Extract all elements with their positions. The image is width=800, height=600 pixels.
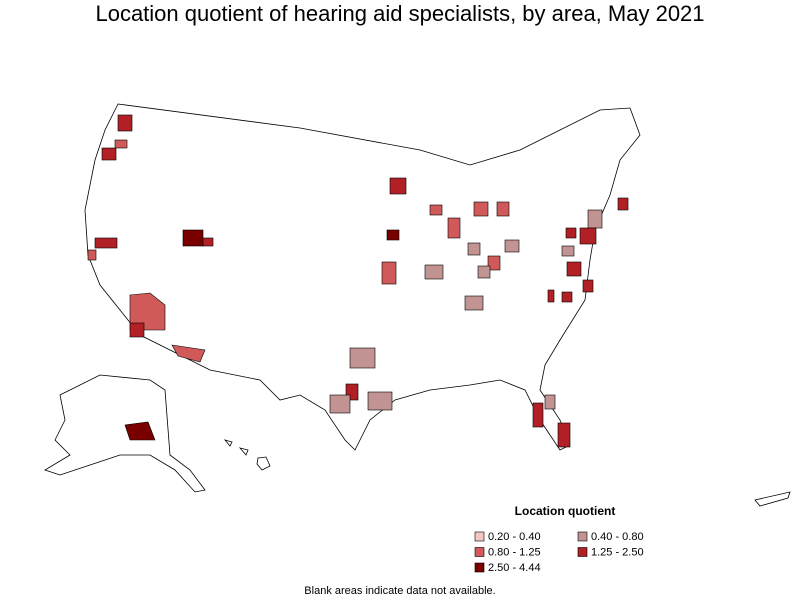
area	[87, 249, 97, 261]
area	[467, 242, 481, 256]
area	[561, 245, 575, 257]
area	[464, 295, 484, 311]
highlighted-areas	[87, 114, 629, 448]
legend-swatch	[474, 531, 485, 542]
territory	[754, 491, 791, 507]
legend-label: 1.25 - 2.50	[591, 546, 644, 558]
legend: Location quotient 0.20 - 0.40 0.40 - 0.80…	[474, 504, 644, 574]
legend-items: 0.20 - 0.40 0.40 - 0.80 0.80 - 1.25 1.25 - …	[474, 531, 644, 574]
area	[447, 217, 461, 239]
area	[547, 289, 555, 303]
area	[182, 229, 204, 247]
area	[349, 347, 376, 369]
area	[381, 261, 397, 285]
area	[429, 204, 443, 216]
alaska	[44, 374, 206, 493]
area	[129, 322, 145, 338]
area	[532, 402, 544, 428]
area	[496, 201, 510, 217]
legend-swatch	[474, 547, 485, 557]
hawaii	[223, 439, 271, 471]
legend-label: 0.20 - 0.40	[488, 531, 541, 543]
area	[477, 265, 491, 279]
area	[504, 239, 520, 253]
area	[94, 237, 118, 249]
area	[424, 264, 444, 280]
area	[587, 209, 603, 229]
area	[367, 391, 393, 411]
legend-label: 0.40 - 0.80	[591, 531, 644, 543]
area	[114, 139, 128, 149]
area	[561, 291, 573, 303]
area	[124, 421, 156, 441]
area	[579, 227, 597, 245]
area	[117, 114, 133, 132]
footnote: Blank areas indicate data not available.	[304, 585, 495, 597]
area	[565, 227, 577, 239]
legend-label: 0.80 - 1.25	[488, 546, 541, 558]
contiguous-us	[84, 103, 641, 451]
area	[386, 229, 400, 241]
legend-swatch	[577, 531, 588, 542]
area	[101, 147, 117, 161]
area	[487, 255, 501, 271]
area	[329, 394, 351, 414]
map-title: Location quotient of hearing aid special…	[95, 1, 704, 26]
area	[389, 177, 407, 195]
area	[566, 261, 582, 277]
area	[617, 197, 629, 211]
area	[171, 344, 206, 363]
legend-swatch	[577, 547, 588, 557]
area	[202, 237, 214, 247]
area	[557, 422, 571, 448]
legend-swatch	[474, 562, 485, 573]
area	[473, 201, 489, 217]
area	[544, 394, 556, 410]
legend-title: Location quotient	[515, 504, 616, 518]
us-map	[44, 103, 791, 507]
legend-label: 2.50 - 4.44	[488, 562, 541, 574]
area	[582, 279, 594, 293]
